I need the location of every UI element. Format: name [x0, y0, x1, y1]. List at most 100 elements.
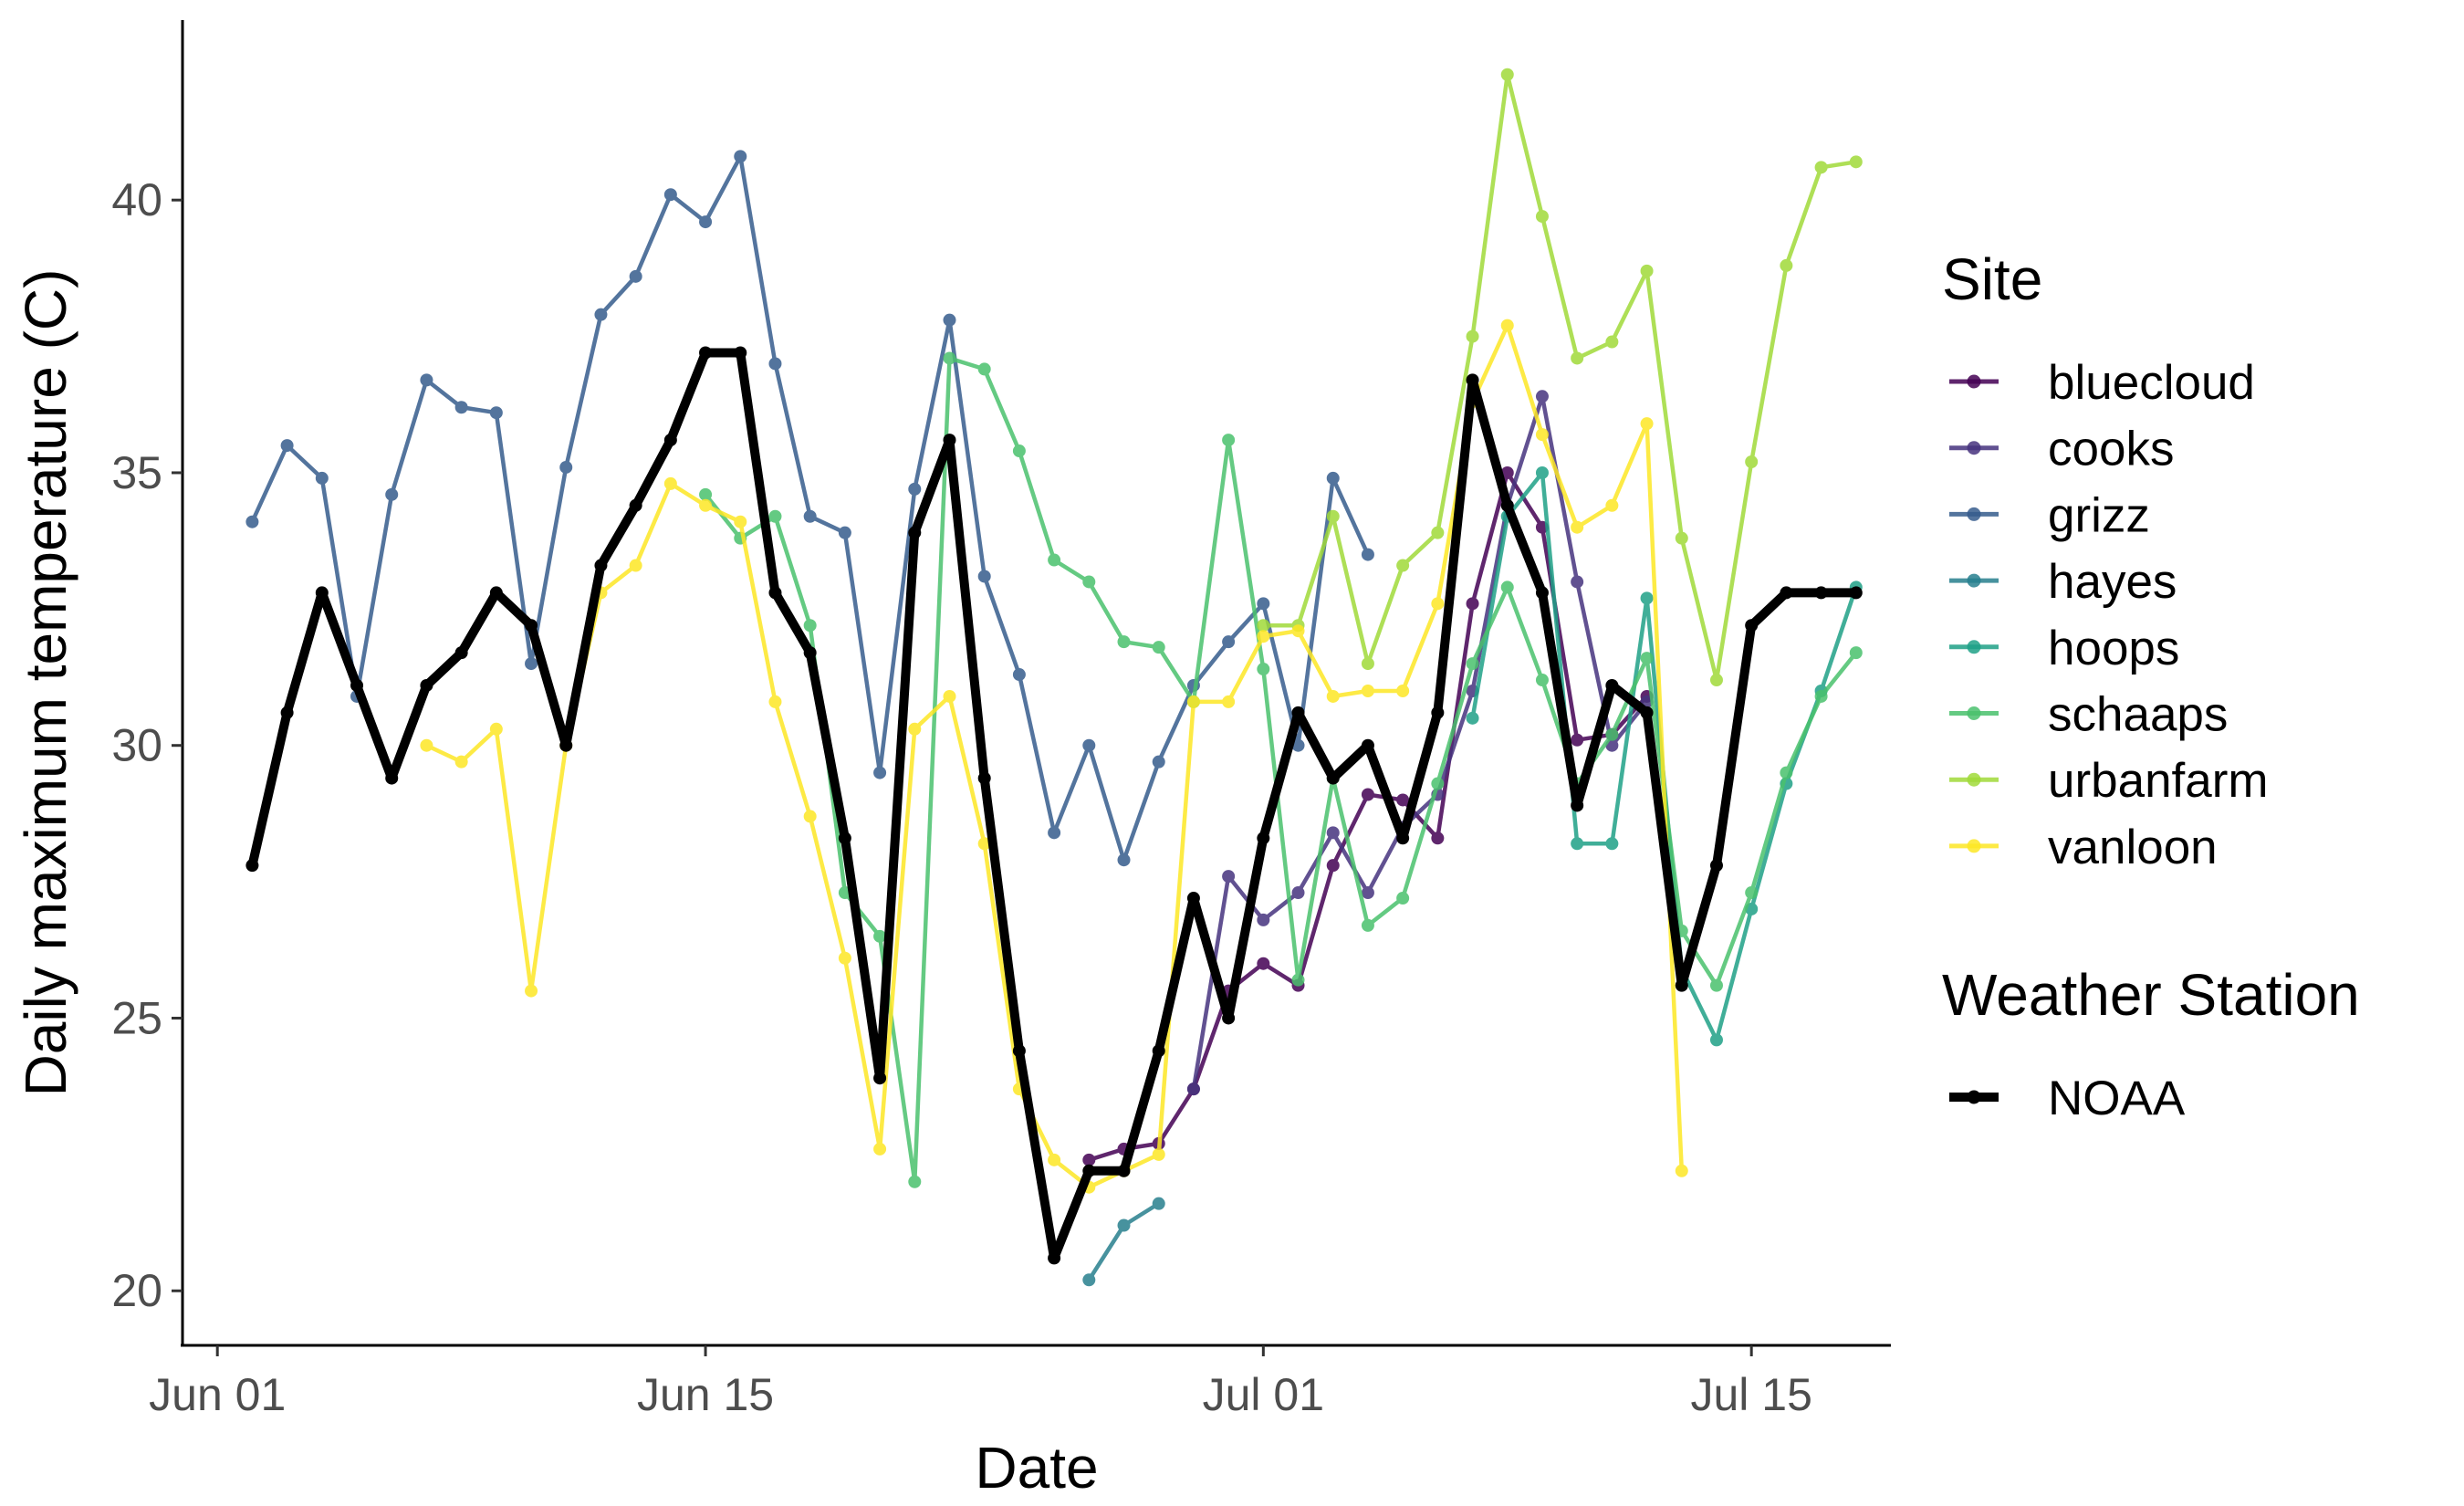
data-point-grizz	[1361, 548, 1374, 561]
data-point-vanloon	[803, 810, 817, 823]
data-point-schaaps	[1745, 886, 1759, 900]
x-axis-title: Date	[975, 1435, 1098, 1501]
data-point-NOAA	[699, 346, 713, 360]
data-point-vanloon	[1257, 630, 1270, 643]
data-point-vanloon	[1048, 1153, 1061, 1166]
data-point-vanloon	[838, 951, 851, 965]
data-point-bluecloud	[1466, 597, 1479, 611]
data-point-grizz	[280, 439, 294, 453]
data-point-cooks	[1186, 1082, 1200, 1096]
data-point-grizz	[385, 487, 399, 501]
data-point-schaaps	[1048, 553, 1061, 567]
y-tick-label: 25	[111, 992, 162, 1043]
data-point-grizz	[245, 515, 259, 528]
data-point-schaaps	[1012, 444, 1026, 458]
data-point-vanloon	[420, 738, 433, 752]
data-point-grizz	[768, 357, 782, 371]
legend-key-point	[1967, 441, 1981, 455]
data-point-NOAA	[943, 434, 956, 447]
legend-label-hoops: hoops	[2048, 622, 2179, 675]
data-point-vanloon	[768, 695, 782, 708]
data-point-bluecloud	[1571, 733, 1584, 747]
data-point-urbanfarm	[1814, 161, 1828, 174]
legend-label-cooks: cooks	[2048, 423, 2174, 476]
data-point-grizz	[663, 188, 677, 202]
data-point-vanloon	[1675, 1164, 1688, 1177]
x-tick-label: Jun 15	[637, 1369, 774, 1420]
data-point-NOAA	[803, 646, 817, 660]
data-point-NOAA	[1605, 678, 1619, 692]
data-point-grizz	[420, 373, 433, 387]
data-point-grizz	[734, 150, 747, 163]
data-point-vanloon	[663, 476, 677, 490]
legend-key-point	[1967, 839, 1981, 853]
data-point-grizz	[489, 406, 503, 420]
data-point-schaaps	[1222, 434, 1236, 447]
data-point-schaaps	[1117, 635, 1131, 649]
data-point-urbanfarm	[1605, 335, 1619, 349]
data-point-urbanfarm	[1466, 329, 1479, 343]
data-point-hoops	[1640, 591, 1654, 605]
data-point-vanloon	[454, 755, 468, 769]
data-point-hayes	[1152, 1197, 1165, 1210]
legend-label-urbanfarm: urbanfarm	[2048, 754, 2269, 808]
data-point-schaaps	[1466, 657, 1479, 671]
data-point-NOAA	[1326, 771, 1340, 785]
data-point-NOAA	[420, 678, 433, 692]
data-point-NOAA	[873, 1072, 887, 1085]
data-point-NOAA	[1152, 1044, 1165, 1058]
data-point-cooks	[1535, 390, 1549, 403]
data-point-urbanfarm	[1326, 509, 1340, 523]
data-point-NOAA	[1291, 706, 1305, 719]
data-point-grizz	[1012, 668, 1026, 682]
data-point-NOAA	[768, 586, 782, 600]
data-point-hoops	[1709, 1033, 1723, 1047]
data-point-grizz	[315, 471, 329, 485]
data-point-grizz	[594, 308, 608, 321]
data-point-NOAA	[1466, 373, 1479, 387]
y-tick-label: 40	[111, 174, 162, 225]
data-point-vanloon	[1222, 695, 1236, 708]
data-point-vanloon	[1152, 1147, 1165, 1161]
data-point-vanloon	[1326, 689, 1340, 703]
data-point-vanloon	[1291, 624, 1305, 638]
data-point-grizz	[1222, 635, 1236, 649]
data-point-hayes	[1117, 1218, 1131, 1232]
data-point-NOAA	[1849, 586, 1863, 600]
series-cooks	[1186, 390, 1654, 1096]
data-point-NOAA	[1571, 799, 1584, 812]
data-point-vanloon	[734, 515, 747, 528]
data-point-NOAA	[280, 706, 294, 719]
data-point-urbanfarm	[1849, 155, 1863, 169]
series-line-hayes	[1087, 1201, 1160, 1281]
data-point-schaaps	[1709, 978, 1723, 992]
data-point-urbanfarm	[1571, 351, 1584, 365]
data-point-hoops	[1571, 837, 1584, 851]
data-point-NOAA	[1535, 586, 1549, 600]
ticks-layer: 20 25 30 35 40 Jun 01 Jun 15 Jul 01 Jul 15	[111, 174, 1812, 1420]
data-point-vanloon	[1605, 498, 1619, 512]
legend-label-schaaps: schaaps	[2048, 688, 2228, 742]
data-point-schaaps	[803, 619, 817, 633]
data-point-schaaps	[1535, 674, 1549, 687]
data-point-grizz	[454, 401, 468, 414]
data-point-NOAA	[559, 738, 573, 752]
data-point-urbanfarm	[1257, 619, 1270, 633]
data-point-schaaps	[768, 509, 782, 523]
data-point-schaaps	[1396, 892, 1410, 905]
series-layer	[245, 68, 1863, 1287]
data-point-vanloon	[1431, 597, 1445, 611]
data-point-NOAA	[1745, 619, 1759, 633]
data-point-vanloon	[977, 837, 991, 851]
data-point-grizz	[629, 269, 642, 283]
series-urbanfarm	[1257, 68, 1863, 687]
data-point-NOAA	[1396, 831, 1410, 845]
data-point-NOAA	[1814, 586, 1828, 600]
series-bluecloud	[1082, 465, 1654, 1166]
data-point-urbanfarm	[1709, 674, 1723, 687]
data-point-NOAA	[350, 678, 364, 692]
data-point-NOAA	[1500, 498, 1514, 512]
data-point-schaaps	[1291, 973, 1305, 987]
